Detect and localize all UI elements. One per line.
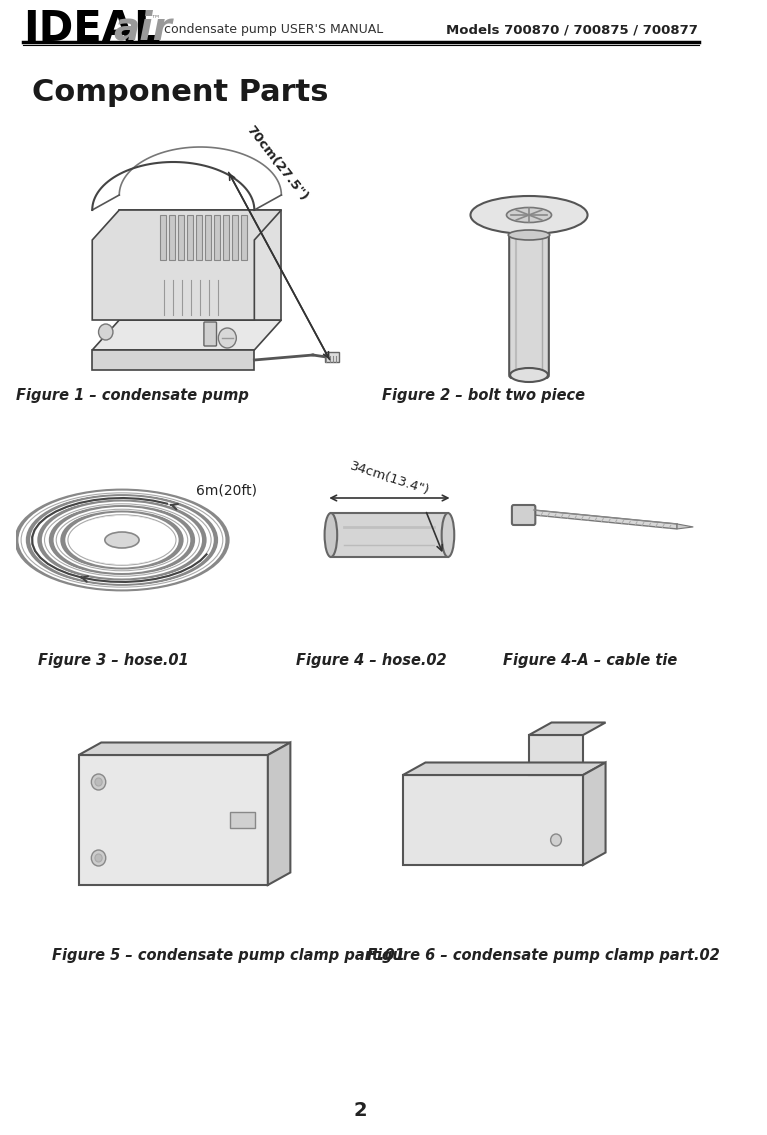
Polygon shape <box>79 742 291 755</box>
Polygon shape <box>268 742 291 885</box>
Ellipse shape <box>105 532 139 548</box>
Text: Figure 3 – hose.01: Figure 3 – hose.01 <box>38 653 188 669</box>
Ellipse shape <box>442 513 454 557</box>
Polygon shape <box>403 763 606 775</box>
Bar <box>223 215 229 260</box>
Bar <box>196 215 202 260</box>
Text: Figure 4-A – cable tie: Figure 4-A – cable tie <box>503 653 677 669</box>
Polygon shape <box>92 210 281 320</box>
Text: air: air <box>113 10 172 48</box>
Polygon shape <box>534 510 677 529</box>
Ellipse shape <box>324 513 337 557</box>
Text: Models 700870 / 700875 / 700877: Models 700870 / 700875 / 700877 <box>446 24 698 36</box>
Ellipse shape <box>506 208 551 222</box>
Bar <box>232 215 238 260</box>
Polygon shape <box>92 350 255 370</box>
Bar <box>187 215 193 260</box>
Circle shape <box>551 834 561 846</box>
Bar <box>205 215 211 260</box>
Circle shape <box>91 774 106 790</box>
FancyBboxPatch shape <box>509 212 549 378</box>
Ellipse shape <box>104 531 140 548</box>
Text: condensate pump USER'S MANUAL: condensate pump USER'S MANUAL <box>164 24 384 36</box>
Polygon shape <box>677 524 693 529</box>
Bar <box>169 215 175 260</box>
Bar <box>214 215 220 260</box>
Circle shape <box>95 854 102 861</box>
Ellipse shape <box>510 368 548 382</box>
Text: Figure 1 – condensate pump: Figure 1 – condensate pump <box>16 388 249 403</box>
Polygon shape <box>92 320 281 350</box>
Text: Figure 2 – bolt two piece: Figure 2 – bolt two piece <box>383 388 585 403</box>
Text: Figure 4 – hose.02: Figure 4 – hose.02 <box>296 653 446 669</box>
Ellipse shape <box>509 230 550 239</box>
Circle shape <box>95 777 102 787</box>
FancyBboxPatch shape <box>512 505 535 526</box>
Polygon shape <box>529 723 606 735</box>
Bar <box>241 215 247 260</box>
Text: 70cm(27.5"): 70cm(27.5") <box>244 123 310 203</box>
Polygon shape <box>529 735 583 775</box>
FancyBboxPatch shape <box>331 513 448 557</box>
Polygon shape <box>119 210 281 320</box>
Polygon shape <box>79 755 268 885</box>
Circle shape <box>98 323 113 340</box>
Bar <box>324 352 339 362</box>
Text: Component Parts: Component Parts <box>32 78 328 107</box>
Polygon shape <box>583 763 606 865</box>
Text: IDEAL: IDEAL <box>23 8 160 50</box>
Bar <box>230 812 255 829</box>
Text: 34cm(13.4"): 34cm(13.4") <box>348 460 431 498</box>
Circle shape <box>219 328 236 348</box>
Text: Figure 5 – condensate pump clamp part.01: Figure 5 – condensate pump clamp part.01 <box>51 948 404 962</box>
Text: Figure 6 – condensate pump clamp part.02: Figure 6 – condensate pump clamp part.02 <box>367 948 719 962</box>
Text: ™: ™ <box>151 12 160 23</box>
Text: 6m(20ft): 6m(20ft) <box>196 484 257 498</box>
Bar <box>178 215 184 260</box>
Circle shape <box>91 850 106 866</box>
Text: 2: 2 <box>354 1101 367 1119</box>
FancyBboxPatch shape <box>204 322 216 346</box>
Ellipse shape <box>470 196 588 234</box>
Bar <box>160 215 166 260</box>
Polygon shape <box>403 775 583 865</box>
